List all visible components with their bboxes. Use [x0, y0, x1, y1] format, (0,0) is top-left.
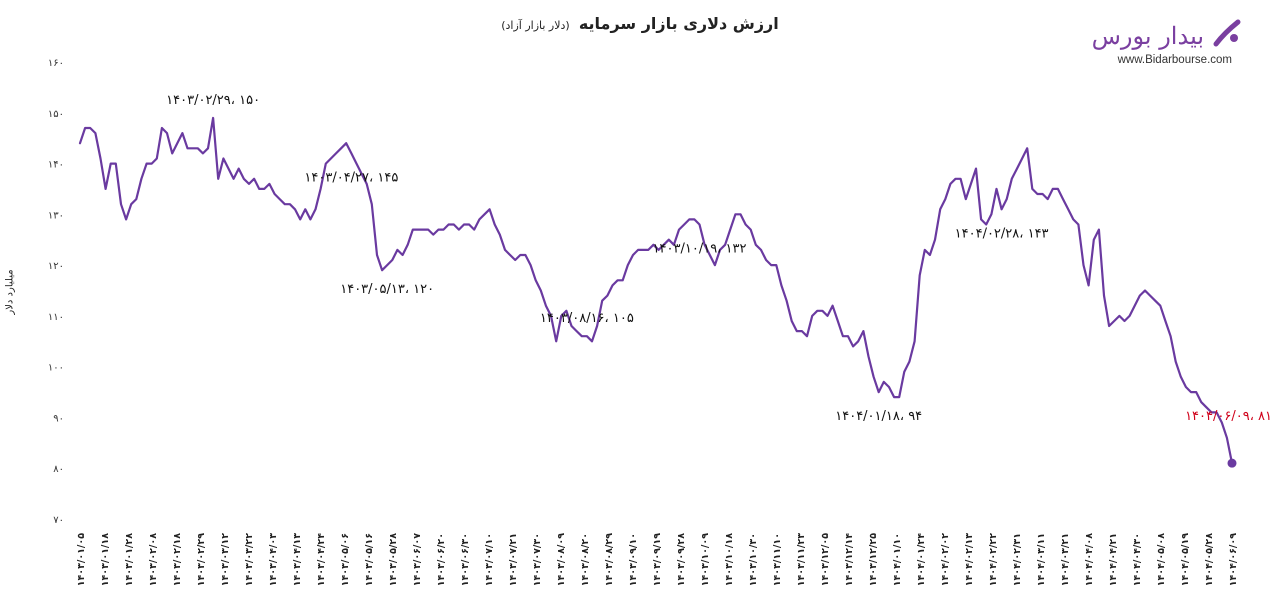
x-tick-label: ۱۴۰۴/۰۲/۰۲ — [940, 533, 951, 587]
chart-subtitle: (دلار بازار آزاد) — [501, 19, 570, 32]
annotation-label: ۱۴۰۳/۰۲/۲۹، ۱۵۰ — [166, 93, 260, 108]
y-tick-label: ۱۶۰ — [48, 58, 64, 69]
x-tick-label: ۱۴۰۳/۰۶/۲۰ — [436, 533, 447, 586]
x-tick-label: ۱۴۰۳/۰۵/۲۸ — [388, 533, 399, 587]
y-tick-label: ۱۰۰ — [48, 363, 64, 374]
annotation-label: ۱۴۰۳/۰۸/۱۶، ۱۰۵ — [540, 311, 634, 326]
x-tick-label: ۱۴۰۳/۰۸/۰۹ — [556, 533, 567, 587]
x-tick-label: ۱۴۰۳/۰۴/۰۳ — [268, 533, 279, 587]
last-point-marker — [1227, 458, 1237, 468]
annotation-label: ۱۴۰۳/۰۵/۱۳، ۱۲۰ — [340, 282, 434, 297]
series-line — [78, 116, 1234, 465]
x-tick-label: ۱۴۰۴/۰۱/۱۰ — [892, 533, 903, 586]
x-tick-label: ۱۴۰۳/۱۱/۲۳ — [796, 533, 807, 587]
x-tick-label: ۱۴۰۴/۰۶/۰۹ — [1228, 533, 1239, 587]
x-tick-label: ۱۴۰۴/۰۴/۳۰ — [1132, 533, 1143, 586]
chart-title-block: ارزش دلاری بازار سرمایه (دلار بازار آزاد… — [465, 14, 815, 33]
x-tick-label: ۱۴۰۳/۰۳/۲۲ — [244, 533, 255, 587]
x-tick-label: ۱۴۰۳/۰۹/۱۹ — [652, 533, 663, 587]
logo-brand-text: بیدار بورس — [1091, 22, 1204, 50]
y-tick-label: ۱۴۰ — [48, 160, 64, 171]
annotation-label: ۱۴۰۳/۰۴/۲۷، ۱۴۵ — [304, 170, 398, 185]
x-tick-label: ۱۴۰۴/۰۲/۲۲ — [988, 533, 999, 587]
x-tick-label: ۱۴۰۳/۰۲/۱۸ — [172, 533, 183, 587]
y-tick-label: ۷۰ — [53, 515, 64, 526]
x-tick-label: ۱۴۰۳/۱۰/۰۹ — [700, 533, 711, 587]
x-tick-label: ۱۴۰۴/۰۱/۲۴ — [916, 533, 927, 587]
y-tick-label: ۸۰ — [53, 464, 64, 475]
x-tick-label: ۱۴۰۳/۰۱/۰۵ — [76, 533, 87, 587]
y-tick-label: ۱۳۰ — [48, 210, 64, 221]
x-tick-label: ۱۴۰۳/۱۲/۱۴ — [844, 533, 855, 587]
x-tick-label: ۱۴۰۳/۰۱/۱۸ — [100, 533, 111, 587]
x-tick-label: ۱۴۰۴/۰۵/۲۸ — [1204, 533, 1215, 587]
x-tick-label: ۱۴۰۳/۰۶/۳۰ — [460, 533, 471, 586]
x-tick-label: ۱۴۰۳/۱۱/۱۰ — [772, 533, 783, 586]
x-tick-label: ۱۴۰۳/۰۸/۲۰ — [580, 533, 591, 586]
x-tick-label: ۱۴۰۴/۰۴/۰۸ — [1084, 533, 1095, 587]
x-tick-label: ۱۴۰۴/۰۵/۰۸ — [1156, 533, 1167, 587]
x-tick-label: ۱۴۰۴/۰۳/۲۱ — [1060, 533, 1071, 586]
x-tick-label: ۱۴۰۳/۱۰/۳۰ — [748, 533, 759, 586]
y-tick-label: ۱۱۰ — [48, 312, 64, 323]
x-tick-label: ۱۴۰۳/۰۳/۱۲ — [220, 533, 231, 587]
y-tick-label: ۱۲۰ — [48, 261, 64, 272]
x-tick-label: ۱۴۰۳/۱۲/۰۵ — [820, 533, 831, 587]
x-tick-label: ۱۴۰۳/۰۶/۰۷ — [412, 533, 423, 587]
x-tick-label: ۱۴۰۴/۰۳/۱۱ — [1036, 533, 1047, 586]
x-tick-label: ۱۴۰۳/۰۹/۱۰ — [628, 533, 639, 586]
x-tick-label: ۱۴۰۳/۰۸/۲۹ — [604, 533, 615, 587]
x-tick-label: ۱۴۰۳/۱۲/۲۵ — [868, 533, 879, 587]
x-tick-label: ۱۴۰۳/۰۷/۳۰ — [532, 533, 543, 586]
x-tick-label: ۱۴۰۳/۰۴/۱۳ — [292, 533, 303, 587]
annotation-label: ۱۴۰۴/۰۱/۱۸، ۹۴ — [835, 409, 922, 424]
x-tick-label: ۱۴۰۳/۰۴/۲۴ — [316, 533, 327, 587]
x-tick-label: ۱۴۰۴/۰۵/۱۹ — [1180, 533, 1191, 587]
x-tick-label: ۱۴۰۴/۰۲/۱۳ — [964, 533, 975, 587]
x-tick-label: ۱۴۰۳/۰۷/۲۱ — [508, 533, 519, 586]
y-tick-label: ۹۰ — [53, 413, 64, 424]
x-tick-label: ۱۴۰۳/۰۲/۲۹ — [196, 533, 207, 587]
logo-url: www.Bidarbourse.com — [1117, 54, 1232, 66]
annotation-label: ۱۴۰۴/۰۲/۲۸، ۱۴۳ — [955, 226, 1049, 241]
chart-title: ارزش دلاری بازار سرمایه — [578, 14, 779, 33]
annotation-label: ۱۴۰۳/۱۰/۱۹، ۱۳۲ — [653, 241, 747, 256]
x-tick-label: ۱۴۰۳/۰۲/۰۸ — [148, 533, 159, 587]
y-tick-label: ۱۵۰ — [48, 109, 64, 120]
x-tick-label: ۱۴۰۳/۱۰/۱۸ — [724, 533, 735, 587]
x-tick-label: ۱۴۰۴/۰۲/۳۱ — [1012, 533, 1023, 586]
x-tick-label: ۱۴۰۴/۰۴/۲۱ — [1108, 533, 1119, 586]
logo-mark-icon — [1213, 19, 1241, 47]
annotation-label: ۱۴۰۴/۰۶/۰۹، ۸۱ — [1185, 409, 1272, 424]
x-tick-label: ۱۴۰۳/۰۵/۱۶ — [364, 533, 375, 586]
x-tick-label: ۱۴۰۳/۰۹/۲۸ — [676, 533, 687, 587]
x-tick-label: ۱۴۰۳/۰۵/۰۶ — [340, 533, 351, 586]
brand-logo: بیدار بورس www.Bidarbourse.com — [1032, 8, 1252, 72]
x-tick-label: ۱۴۰۳/۰۱/۲۸ — [124, 533, 135, 587]
x-tick-label: ۱۴۰۳/۰۷/۱۰ — [484, 533, 495, 586]
